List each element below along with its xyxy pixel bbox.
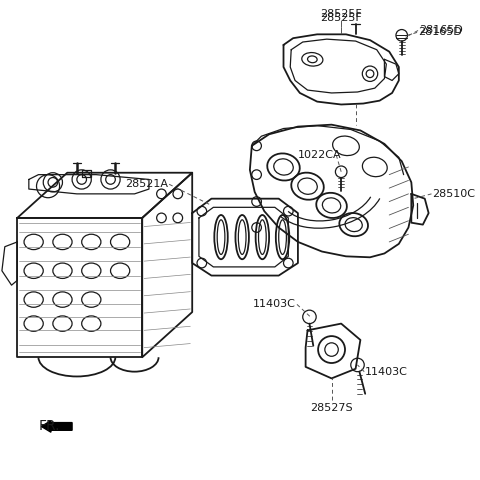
- Text: 11403C: 11403C: [253, 300, 296, 310]
- Text: 1022CA: 1022CA: [298, 150, 342, 160]
- Text: 11403C: 11403C: [365, 367, 408, 377]
- Text: FR.: FR.: [38, 420, 60, 433]
- Text: 28521A: 28521A: [125, 179, 168, 189]
- Text: 28525F: 28525F: [320, 13, 362, 23]
- Text: 28527S: 28527S: [310, 403, 353, 413]
- Text: 28510C: 28510C: [432, 189, 476, 199]
- Text: 28525F: 28525F: [320, 9, 362, 19]
- Text: 28165D: 28165D: [419, 25, 463, 36]
- FancyArrow shape: [41, 420, 72, 432]
- Text: 28165D: 28165D: [418, 27, 462, 37]
